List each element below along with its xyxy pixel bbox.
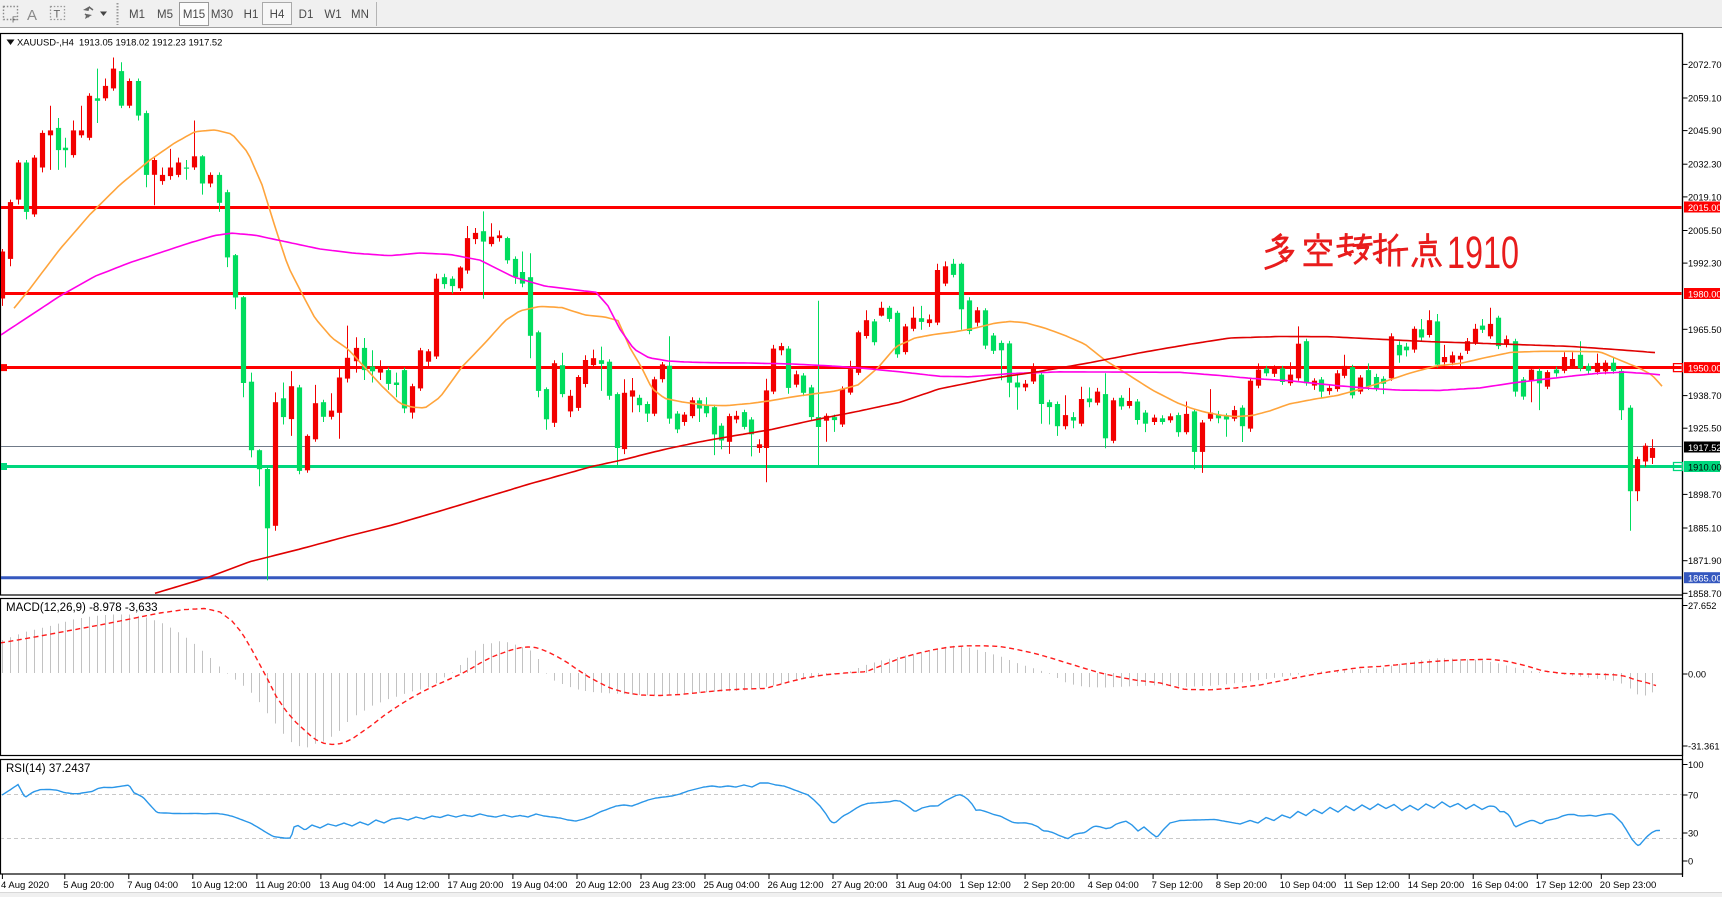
svg-text:25 Aug 04:00: 25 Aug 04:00 (704, 880, 760, 891)
svg-text:2045.90: 2045.90 (1688, 126, 1722, 136)
svg-text:1858.70: 1858.70 (1688, 589, 1722, 599)
svg-text:2005.50: 2005.50 (1688, 226, 1722, 236)
svg-text:MACD(12,26,9) -8.978 -3,633: MACD(12,26,9) -8.978 -3,633 (6, 602, 158, 614)
svg-text:1950.00: 1950.00 (1688, 363, 1722, 373)
svg-text:70: 70 (1688, 791, 1698, 801)
svg-text:19 Aug 04:00: 19 Aug 04:00 (511, 880, 567, 891)
svg-text:-31.361: -31.361 (1688, 742, 1720, 752)
svg-text:1980.00: 1980.00 (1688, 289, 1722, 299)
svg-text:11 Aug 20:00: 11 Aug 20:00 (255, 880, 310, 891)
svg-text:1898.70: 1898.70 (1688, 490, 1722, 500)
svg-text:16 Sep 04:00: 16 Sep 04:00 (1472, 880, 1529, 891)
svg-text:D1: D1 (299, 9, 314, 21)
svg-text:A: A (27, 7, 37, 24)
svg-text:M1: M1 (129, 9, 145, 21)
svg-text:23 Aug 23:00: 23 Aug 23:00 (640, 880, 696, 891)
svg-text:30: 30 (1688, 829, 1698, 839)
svg-text:1965.50: 1965.50 (1688, 325, 1722, 335)
svg-text:1910.00: 1910.00 (1688, 462, 1722, 472)
svg-text:10 Aug 12:00: 10 Aug 12:00 (191, 880, 247, 891)
svg-text:27.652: 27.652 (1688, 601, 1716, 611)
svg-text:1938.70: 1938.70 (1688, 391, 1722, 401)
svg-text:8 Sep 20:00: 8 Sep 20:00 (1216, 880, 1267, 891)
svg-text:27 Aug 20:00: 27 Aug 20:00 (832, 880, 888, 891)
svg-text:M5: M5 (157, 9, 173, 21)
svg-text:T: T (54, 9, 61, 21)
svg-text:M30: M30 (211, 9, 233, 21)
svg-text:4 Sep 04:00: 4 Sep 04:00 (1088, 880, 1139, 891)
svg-text:2072.70: 2072.70 (1688, 60, 1722, 70)
svg-text:4 Aug 2020: 4 Aug 2020 (1, 880, 49, 891)
svg-text:2032.30: 2032.30 (1688, 160, 1722, 170)
svg-text:W1: W1 (324, 9, 341, 21)
svg-text:0.00: 0.00 (1688, 670, 1706, 680)
svg-text:17 Aug 20:00: 17 Aug 20:00 (447, 880, 503, 891)
svg-text:26 Aug 12:00: 26 Aug 12:00 (768, 880, 824, 891)
svg-text:14 Aug 12:00: 14 Aug 12:00 (383, 880, 439, 891)
svg-text:0: 0 (1688, 857, 1693, 867)
svg-text:M15: M15 (183, 9, 205, 21)
svg-text:1925.50: 1925.50 (1688, 424, 1722, 434)
svg-text:7 Aug 04:00: 7 Aug 04:00 (127, 880, 178, 891)
svg-text:2 Sep 20:00: 2 Sep 20:00 (1024, 880, 1075, 891)
svg-text:MN: MN (351, 9, 369, 21)
svg-text:7 Sep 12:00: 7 Sep 12:00 (1152, 880, 1203, 891)
svg-text:1865.00: 1865.00 (1688, 574, 1722, 584)
svg-text:20 Aug 12:00: 20 Aug 12:00 (576, 880, 632, 891)
svg-text:F: F (12, 16, 17, 25)
svg-text:1885.10: 1885.10 (1688, 524, 1722, 534)
svg-text:2059.10: 2059.10 (1688, 94, 1722, 104)
svg-text:31 Aug 04:00: 31 Aug 04:00 (896, 880, 952, 891)
svg-text:RSI(14) 37.2437: RSI(14) 37.2437 (6, 763, 90, 775)
svg-text:2015.00: 2015.00 (1688, 203, 1722, 213)
svg-text:H4: H4 (270, 9, 285, 21)
svg-text:14 Sep 20:00: 14 Sep 20:00 (1408, 880, 1465, 891)
svg-text:100: 100 (1688, 760, 1704, 770)
svg-text:13 Aug 04:00: 13 Aug 04:00 (319, 880, 375, 891)
svg-text:XAUUSD-,H4 1913.05 1918.02 19: XAUUSD-,H4 1913.05 1918.02 1912.23 1917.… (17, 37, 222, 48)
svg-text:1 Sep 12:00: 1 Sep 12:00 (960, 880, 1011, 891)
svg-text:2019.10: 2019.10 (1688, 192, 1722, 202)
svg-text:17 Sep 12:00: 17 Sep 12:00 (1536, 880, 1593, 891)
svg-text:5 Aug 20:00: 5 Aug 20:00 (63, 880, 114, 891)
svg-text:1910: 1910 (1447, 229, 1519, 278)
svg-text:11 Sep 12:00: 11 Sep 12:00 (1344, 880, 1400, 891)
svg-text:H1: H1 (244, 9, 259, 21)
svg-text:10 Sep 04:00: 10 Sep 04:00 (1280, 880, 1337, 891)
svg-text:1917.52: 1917.52 (1688, 443, 1722, 453)
svg-text:20 Sep 23:00: 20 Sep 23:00 (1600, 880, 1657, 891)
svg-text:1992.30: 1992.30 (1688, 259, 1722, 269)
svg-text:1871.90: 1871.90 (1688, 556, 1722, 566)
